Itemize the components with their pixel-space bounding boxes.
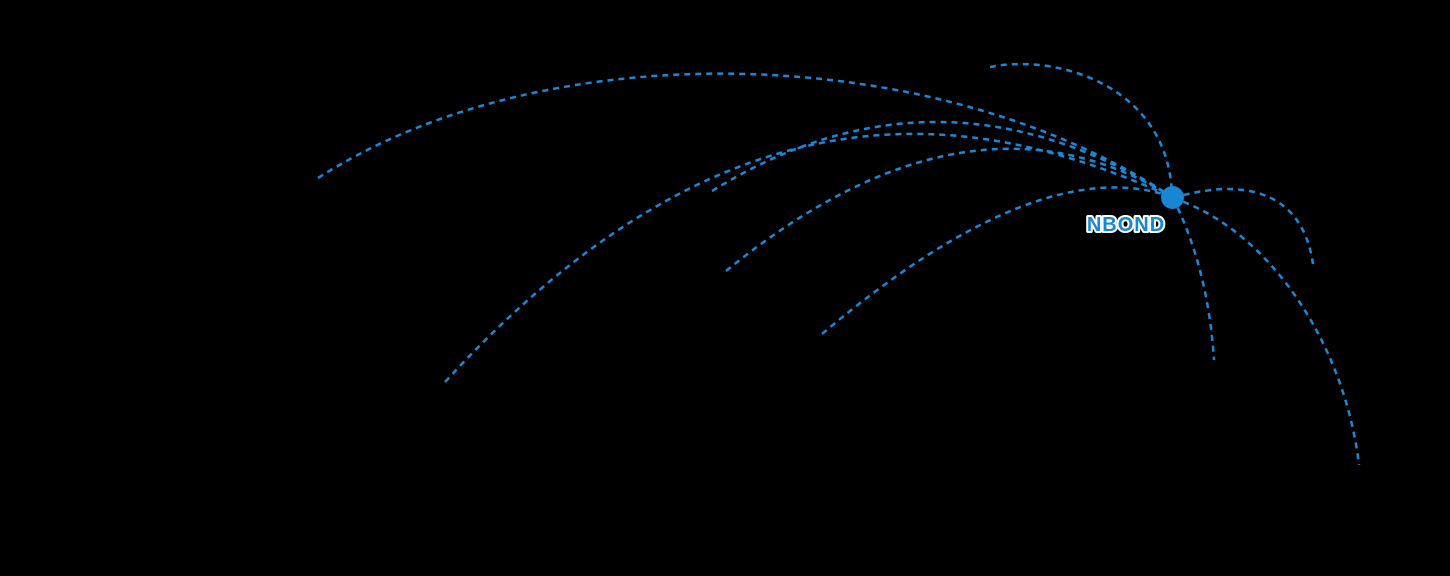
edge-mid-lower[interactable] xyxy=(821,186,1173,335)
edge-down[interactable] xyxy=(1171,197,1216,361)
edge-down-right-long[interactable] xyxy=(1172,196,1361,466)
edge-mid-upper[interactable] xyxy=(711,120,1173,199)
edge-mid[interactable] xyxy=(725,147,1173,272)
edges-layer xyxy=(317,62,1361,466)
service-node[interactable] xyxy=(1161,186,1184,209)
node-label[interactable]: NBOND xyxy=(1085,212,1166,238)
edge-lower-left[interactable] xyxy=(444,132,1173,383)
edge-far-left-arc[interactable] xyxy=(317,72,1173,199)
edge-right-hook[interactable] xyxy=(1172,187,1315,265)
